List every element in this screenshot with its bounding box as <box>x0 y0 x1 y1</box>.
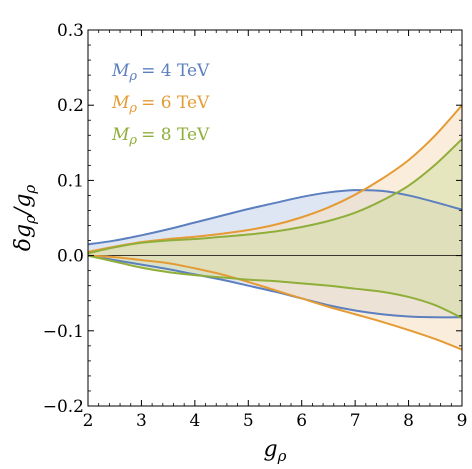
x-tick-label: 5 <box>243 411 254 431</box>
legend-subscript: ρ <box>128 101 137 116</box>
y-axis-label-sep: /g <box>11 194 36 218</box>
y-tick-label: 0.0 <box>57 247 84 267</box>
x-tick-label: 3 <box>136 411 147 431</box>
legend-value: = 8 TeV <box>141 125 210 145</box>
legend-symbol: M <box>111 125 130 145</box>
band-lower-curve-1 <box>87 254 463 319</box>
y-tick-label: 0.3 <box>57 21 84 41</box>
legend-subscript: ρ <box>128 133 137 148</box>
legend-symbol: M <box>111 61 130 81</box>
legend-symbol: M <box>111 93 130 113</box>
legend-subscript: ρ <box>128 69 137 84</box>
x-tick-label: 4 <box>189 411 200 431</box>
y-axis-label: δgρ/gρ <box>11 185 39 252</box>
x-axis-label: gρ <box>264 437 287 465</box>
y-tick-label: −0.2 <box>43 397 84 417</box>
y-tick-label: 0.2 <box>57 96 84 116</box>
legend-entry-1: Mρ = 4 TeV <box>111 61 210 84</box>
legend: Mρ = 4 TeV Mρ = 6 TeV Mρ = 8 TeV <box>111 61 210 148</box>
axis-ticks: 2 3 4 5 6 7 8 9 0.3 0.2 0.1 0.0 −0.1 −0.2 <box>43 21 468 431</box>
band-curves <box>87 104 463 351</box>
x-tick-label: 9 <box>457 411 468 431</box>
x-tick-label: 2 <box>83 411 94 431</box>
plot-frame <box>87 29 463 407</box>
x-tick-label: 8 <box>403 411 414 431</box>
band-upper-curve-1 <box>87 189 463 246</box>
x-tick-label: 6 <box>296 411 307 431</box>
y-axis-label-main: δg <box>11 224 36 251</box>
x-tick-label: 7 <box>350 411 361 431</box>
y-tick-label: 0.1 <box>57 171 84 191</box>
y-tick-label: −0.1 <box>43 322 84 342</box>
legend-entry-2: Mρ = 6 TeV <box>111 93 210 116</box>
y-axis-label-sub: ρ <box>21 215 39 225</box>
x-axis-label-sub: ρ <box>277 447 287 465</box>
legend-value: = 6 TeV <box>141 93 210 113</box>
x-axis-label-main: g <box>264 437 278 462</box>
legend-value: = 4 TeV <box>141 61 210 81</box>
band-upper-curve-3 <box>87 138 463 255</box>
band-lower-curve-2 <box>87 254 463 351</box>
band-lower-curve-3 <box>87 254 463 319</box>
legend-entry-3: Mρ = 8 TeV <box>111 125 210 148</box>
y-axis-label-sub2: ρ <box>21 185 39 195</box>
